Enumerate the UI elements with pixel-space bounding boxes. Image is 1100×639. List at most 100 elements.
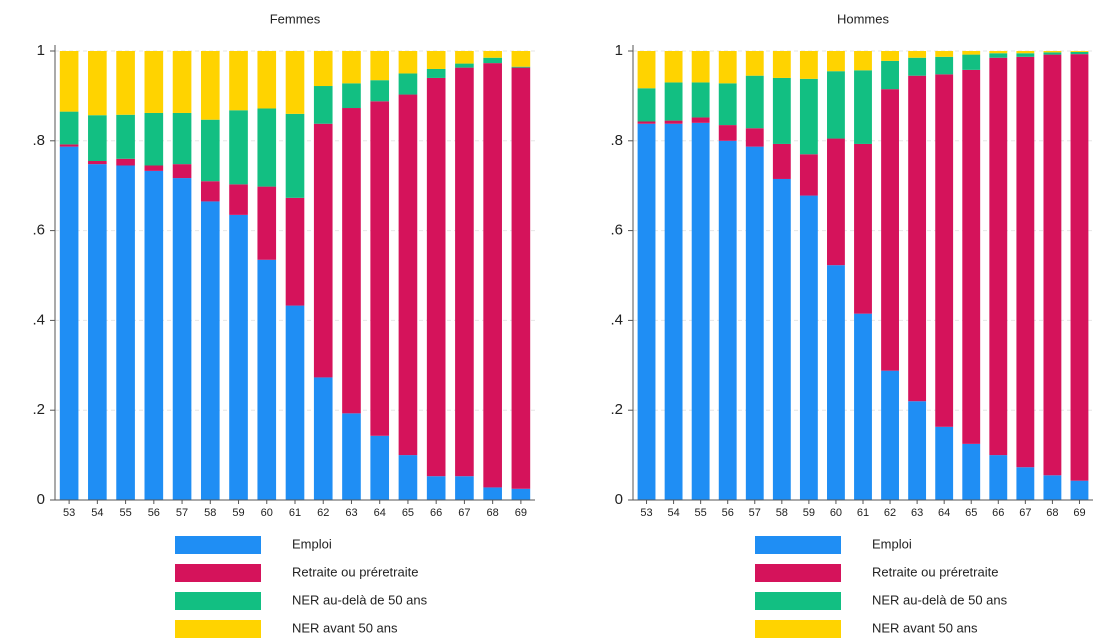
bar-segment bbox=[962, 69, 981, 444]
bar-segment bbox=[116, 114, 135, 159]
x-tick-label: 63 bbox=[911, 507, 923, 519]
x-tick-label: 58 bbox=[204, 507, 216, 519]
bar-segment bbox=[511, 66, 531, 68]
y-tick-label: .4 bbox=[32, 311, 45, 328]
bar-segment bbox=[483, 63, 502, 488]
bar-segment bbox=[426, 68, 446, 78]
bar-segment bbox=[664, 120, 683, 124]
bar-segment bbox=[989, 53, 1008, 58]
bar-segment bbox=[935, 51, 954, 57]
bar-segment bbox=[257, 51, 277, 109]
legend-label: NER au-delà de 50 ans bbox=[872, 592, 1008, 607]
x-tick-label: 67 bbox=[1019, 507, 1031, 519]
bar-segment bbox=[854, 51, 872, 71]
bar-segment bbox=[398, 94, 418, 456]
bar-segment bbox=[908, 401, 927, 500]
bar-segment bbox=[854, 70, 872, 144]
x-tick-label: 55 bbox=[119, 507, 131, 519]
bar-segment bbox=[88, 164, 107, 500]
x-tick-label: 68 bbox=[1046, 507, 1058, 519]
bar-segment bbox=[1070, 51, 1089, 55]
bar-segment bbox=[718, 83, 737, 126]
bar-segment bbox=[718, 51, 737, 84]
bar-segment bbox=[200, 181, 220, 202]
y-tick-label: .8 bbox=[32, 132, 45, 149]
x-tick-label: 61 bbox=[289, 507, 301, 519]
x-tick-label: 66 bbox=[430, 507, 442, 519]
bar-segment bbox=[257, 186, 277, 260]
legend-swatch bbox=[175, 620, 261, 638]
y-tick-label: 0 bbox=[37, 491, 45, 508]
bar-segment bbox=[370, 435, 390, 500]
bar-segment bbox=[313, 86, 333, 124]
legend-swatch bbox=[175, 592, 261, 610]
bar-segment bbox=[772, 51, 791, 78]
bar-segment bbox=[908, 51, 927, 58]
bar-segment bbox=[370, 80, 390, 102]
bar-segment bbox=[229, 110, 248, 185]
bar-segment bbox=[370, 101, 390, 436]
bar-segment bbox=[989, 51, 1008, 54]
bar-segment bbox=[342, 413, 361, 500]
bar-segment bbox=[172, 164, 192, 179]
bar-segment bbox=[426, 51, 446, 69]
bar-segment bbox=[772, 143, 791, 179]
x-tick-label: 67 bbox=[458, 507, 470, 519]
bar-segment bbox=[116, 158, 135, 166]
bar-segment bbox=[511, 51, 531, 67]
y-tick-label: .8 bbox=[610, 132, 623, 149]
bar-segment bbox=[455, 63, 474, 68]
x-tick-label: 69 bbox=[1073, 507, 1085, 519]
bar-segment bbox=[989, 57, 1008, 456]
bar-segment bbox=[285, 51, 305, 114]
bar-segment bbox=[342, 51, 361, 84]
legend-label: NER au-delà de 50 ans bbox=[292, 592, 428, 607]
legend-swatch bbox=[755, 564, 841, 582]
bar-segment bbox=[426, 476, 446, 500]
bar-segment bbox=[455, 67, 474, 477]
bar-segment bbox=[745, 128, 764, 147]
bar-segment bbox=[908, 57, 927, 76]
legend-label: Retraite ou préretraite bbox=[872, 564, 998, 579]
bar-segment bbox=[426, 77, 446, 477]
bar-segment bbox=[718, 125, 737, 141]
legend-label: NER avant 50 ans bbox=[292, 620, 398, 635]
bar-segment bbox=[483, 487, 502, 500]
chart-title: Femmes bbox=[270, 11, 321, 26]
x-tick-label: 66 bbox=[992, 507, 1004, 519]
bar-segment bbox=[144, 51, 164, 113]
y-tick-label: .2 bbox=[610, 401, 623, 418]
bar-segment bbox=[313, 377, 333, 500]
x-tick-label: 65 bbox=[402, 507, 414, 519]
bar-segment bbox=[854, 143, 872, 314]
x-tick-label: 64 bbox=[374, 507, 386, 519]
bar-segment bbox=[370, 51, 390, 81]
bar-segment bbox=[59, 111, 79, 145]
bar-segment bbox=[285, 113, 305, 198]
y-tick-label: .4 bbox=[610, 311, 623, 328]
bar-segment bbox=[989, 455, 1008, 500]
bar-segment bbox=[1043, 475, 1062, 500]
bar-segment bbox=[257, 259, 277, 500]
bar-segment bbox=[313, 51, 333, 87]
x-tick-label: 53 bbox=[63, 507, 75, 519]
x-tick-label: 60 bbox=[830, 507, 842, 519]
bar-segment bbox=[342, 83, 361, 109]
bar-segment bbox=[637, 88, 656, 122]
x-tick-label: 54 bbox=[667, 507, 679, 519]
bar-segment bbox=[962, 51, 981, 55]
x-tick-label: 62 bbox=[884, 507, 896, 519]
legend-label: Emploi bbox=[872, 536, 912, 551]
bar-segment bbox=[908, 75, 927, 402]
bar-segment bbox=[745, 146, 764, 500]
bar-segment bbox=[229, 51, 248, 111]
legend-swatch bbox=[175, 536, 261, 554]
bar-segment bbox=[1043, 52, 1062, 55]
x-tick-label: 55 bbox=[695, 507, 707, 519]
legend-label: NER avant 50 ans bbox=[872, 620, 978, 635]
bar-segment bbox=[172, 178, 192, 500]
bar-segment bbox=[827, 138, 845, 266]
bar-segment bbox=[1070, 480, 1089, 500]
bar-segment bbox=[827, 51, 845, 72]
bar-segment bbox=[718, 140, 737, 501]
